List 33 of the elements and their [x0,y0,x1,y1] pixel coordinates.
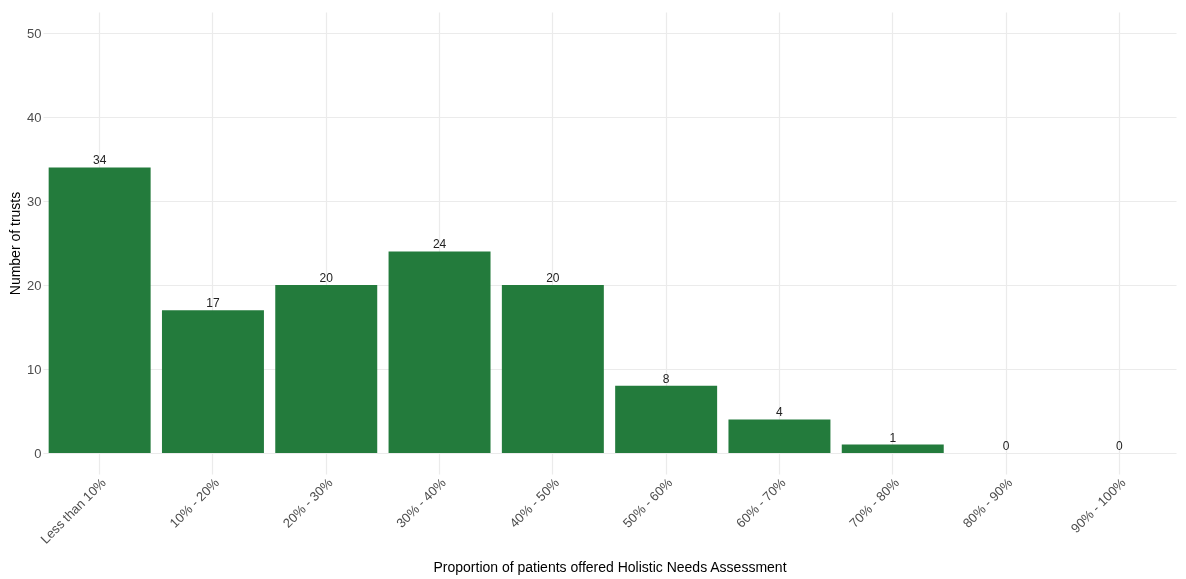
bar [388,251,491,453]
y-tick-label: 50 [27,25,42,41]
y-tick-label: 0 [34,445,42,461]
data-label: 0 [1002,439,1010,453]
x-tick-label: 70% - 80% [846,474,903,531]
bar [275,285,378,453]
data-label: 1 [889,430,897,445]
data-label: 20 [546,271,560,285]
data-label: 4 [776,405,784,420]
y-tick-label: 10 [27,361,42,377]
bar [615,385,718,453]
x-tick-label: 40% - 50% [506,474,563,531]
bar [48,167,151,453]
bar [728,419,831,453]
data-label: 0 [1116,439,1124,453]
data-label: 17 [206,296,220,311]
y-tick-label: 30 [27,193,42,209]
bar [161,310,264,453]
x-tick-label: 80% - 90% [959,474,1016,531]
data-label: 20 [319,271,334,285]
bar [501,285,604,453]
data-label: 24 [432,237,447,252]
data-label: 34 [92,153,107,168]
x-tick-label: 60% - 70% [733,474,789,531]
x-tick-label: 20% - 30% [279,474,336,531]
y-axis-title: Number of trusts [7,191,24,296]
x-axis-title: Proportion of patients offered Holistic Needs Assessment [433,558,787,575]
y-tick-label: 40 [27,109,42,125]
x-tick-label: 30% - 40% [393,474,450,531]
data-label: 8 [662,371,670,386]
bar [841,444,944,453]
x-tick-label: 50% - 60% [619,474,676,531]
y-tick-label: 20 [27,277,42,293]
